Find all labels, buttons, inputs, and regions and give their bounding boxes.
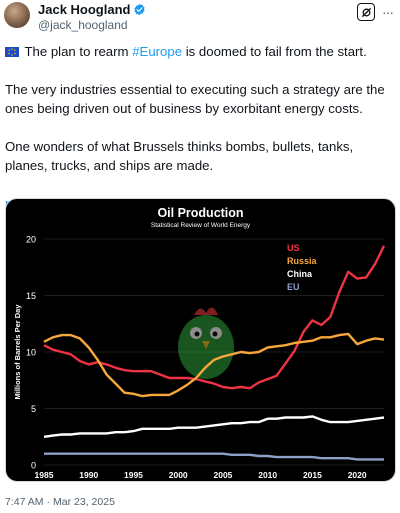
chart-image[interactable]: Oil Production Statistical Review of Wor…: [5, 198, 396, 482]
tweet-text-segment: is doomed to fail from the start.: [182, 44, 367, 59]
y-axis-label: Millions of Barrels Per Day: [13, 304, 22, 400]
tweet-paragraph: One wonders of what Brussels thinks bomb…: [5, 139, 354, 173]
x-tick-label: 2020: [348, 470, 367, 480]
y-tick-label: 10: [26, 348, 36, 358]
doomberg-watermark-icon: [178, 307, 234, 379]
post-date: Mar 23, 2025: [53, 496, 115, 508]
grok-icon[interactable]: [357, 3, 375, 21]
author-handle[interactable]: @jack_hoogland: [38, 18, 128, 32]
hashtag-link[interactable]: #Europe: [132, 44, 183, 59]
x-tick-label: 2005: [213, 470, 232, 480]
author-display-name[interactable]: Jack Hoogland: [38, 2, 131, 17]
legend-label-russia: Russia: [287, 256, 318, 266]
x-tick-label: 2000: [169, 470, 188, 480]
x-tick-label: 1995: [124, 470, 143, 480]
series-line-russia: [43, 332, 385, 398]
legend-label-china: China: [287, 269, 313, 279]
post-time: 7:47 AM: [5, 496, 44, 508]
y-tick-label: 20: [26, 235, 36, 245]
post-timestamp[interactable]: 7:47 AM · Mar 23, 2025: [5, 496, 118, 508]
y-tick-label: 15: [26, 291, 36, 301]
tweet-paragraph: The very industries essential to executi…: [5, 82, 385, 116]
oil-production-chart: 0 5 10 15 20 1985 1990 1995 2000 2005 2010 2015 2020…: [13, 235, 386, 480]
chart-subtitle: Statistical Review of World Energy: [150, 222, 251, 229]
y-tick-label: 0: [31, 461, 36, 471]
eu-flag-icon: [5, 47, 19, 57]
verified-badge-icon: [134, 3, 146, 16]
legend-label-us: US: [287, 243, 300, 253]
author-name-row: Jack Hoogland: [38, 2, 146, 17]
y-tick-label: 5: [31, 404, 36, 414]
series-line-eu: [44, 452, 384, 461]
x-tick-label: 2010: [258, 470, 277, 480]
avatar[interactable]: [4, 2, 30, 28]
series-line-china: [43, 415, 385, 438]
tweet-text-segment: The plan to rearm: [24, 44, 133, 59]
more-icon[interactable]: ···: [382, 4, 394, 20]
x-tick-label: 1985: [35, 470, 54, 480]
legend-label-eu: EU: [287, 282, 300, 292]
tweet-paragraph: The plan to rearm #Europe is doomed to f…: [5, 42, 397, 61]
x-tick-label: 2015: [303, 470, 322, 480]
chart-title: Oil Production: [157, 206, 244, 220]
timestamp-separator: ·: [46, 496, 51, 508]
x-tick-label: 1990: [79, 470, 98, 480]
